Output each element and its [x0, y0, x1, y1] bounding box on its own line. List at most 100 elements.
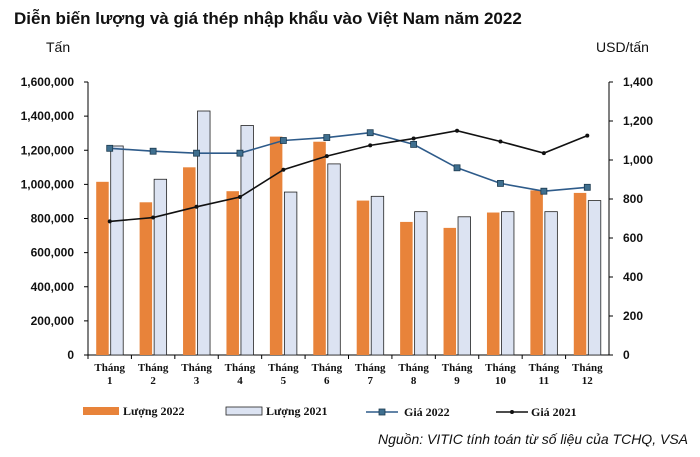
- left-tick-label: 1,600,000: [21, 75, 75, 89]
- bar-lượng-2022: [530, 190, 543, 355]
- legend-label-luong-2022: Lượng 2022: [123, 404, 185, 418]
- x-tick-label: Tháng: [225, 362, 256, 374]
- x-tick-label: Tháng: [485, 362, 516, 374]
- point-gia-2022: [366, 129, 374, 137]
- bar-lượng-2022: [443, 227, 457, 355]
- point-gia-2022: [323, 134, 331, 141]
- bar-lượng-2021: [283, 191, 298, 356]
- x-tick-label: Tháng: [138, 362, 169, 374]
- point-gia-2021: [237, 195, 242, 200]
- right-tick-label: 0: [623, 348, 630, 362]
- x-tick-label: Tháng: [529, 362, 560, 374]
- right-tick-label: 400: [623, 270, 643, 284]
- bar-lượng-2021: [414, 211, 428, 356]
- right-axis-unit: USD/tấn: [596, 39, 649, 55]
- point-gia-2022: [410, 140, 418, 148]
- point-gia-2022: [497, 179, 504, 187]
- point-gia-2022: [583, 183, 591, 191]
- x-tick-label: Tháng: [355, 362, 386, 374]
- point-gia-2022: [236, 149, 244, 157]
- source-note: Nguồn: VITIC tính toán từ số liệu của TC…: [378, 431, 688, 447]
- point-gia-2021: [455, 128, 460, 133]
- point-gia-2022: [193, 149, 200, 157]
- legend-swatch-luong-2021: [225, 406, 263, 416]
- point-gia-2022: [279, 137, 287, 144]
- left-tick-label: 200,000: [31, 314, 75, 328]
- x-tick-label: 11: [539, 375, 549, 387]
- bar-lượng-2022: [269, 136, 283, 355]
- bar-lượng-2021: [153, 178, 168, 356]
- right-tick-label: 800: [623, 192, 643, 206]
- x-tick-label: 2: [150, 375, 156, 387]
- point-gia-2021: [541, 151, 546, 156]
- x-tick-label: Tháng: [94, 362, 125, 374]
- legend-marker-gia-2021: [510, 410, 514, 414]
- left-tick-label: 1,000,000: [21, 177, 75, 191]
- point-gia-2021: [107, 219, 112, 224]
- point-gia-2021: [585, 133, 590, 138]
- bar-lượng-2022: [139, 202, 153, 355]
- bar-lượng-2021: [197, 110, 211, 356]
- left-tick-label: 600,000: [31, 246, 75, 260]
- point-gia-2021: [368, 143, 373, 148]
- point-gia-2021: [498, 139, 503, 144]
- right-tick-label: 200: [623, 309, 643, 323]
- x-tick-label: Tháng: [572, 362, 603, 374]
- x-tick-label: 8: [411, 375, 417, 387]
- left-tick-label: 400,000: [31, 280, 75, 294]
- chart-title: Diễn biến lượng và giá thép nhập khẩu và…: [14, 9, 522, 28]
- point-gia-2021: [281, 167, 286, 172]
- bar-lượng-2022: [356, 200, 370, 355]
- bar-lượng-2022: [486, 212, 500, 355]
- bar-lượng-2022: [226, 191, 239, 355]
- x-tick-label: 6: [324, 375, 330, 387]
- point-gia-2022: [106, 144, 114, 152]
- right-tick-label: 1,200: [623, 114, 653, 128]
- bar-lượng-2021: [240, 125, 254, 356]
- x-tick-label: Tháng: [398, 362, 429, 374]
- right-tick-label: 1,400: [623, 75, 653, 89]
- plot-area: 0 200,000 400,000 600,000 800,000 1,000,000 1,…: [21, 75, 654, 387]
- bar-lượng-2021: [110, 145, 124, 356]
- bar-lượng-2022: [313, 141, 326, 355]
- bar-lượng-2021: [501, 211, 515, 356]
- x-tick-label: 12: [582, 375, 594, 387]
- legend: Lượng 2022 Lượng 2021 Giá 2022 Giá 2021: [83, 404, 577, 419]
- point-gia-2022: [453, 164, 461, 172]
- left-tick-label: 1,400,000: [21, 109, 75, 123]
- line-gia-2021: [109, 129, 588, 223]
- bar-lượng-2021: [587, 200, 602, 356]
- x-tick-label: 9: [454, 375, 460, 387]
- bar-lượng-2022: [183, 167, 196, 355]
- bar-lượng-2021: [544, 211, 558, 356]
- x-tick-label: 1: [107, 375, 113, 387]
- left-tick-label: 1,200,000: [21, 143, 75, 157]
- x-tick-label: Tháng: [442, 362, 473, 374]
- legend-label-gia-2021: Giá 2021: [531, 405, 577, 419]
- bar-lượng-2021: [457, 216, 471, 356]
- point-gia-2021: [324, 154, 329, 159]
- legend-label-luong-2021: Lượng 2021: [266, 404, 328, 418]
- point-gia-2022: [540, 187, 548, 195]
- x-tick-label: Tháng: [181, 362, 212, 374]
- x-tick-label: 4: [237, 375, 243, 387]
- left-tick-label: 800,000: [31, 212, 75, 226]
- bar-lượng-2022: [96, 181, 109, 355]
- x-tick-label: 3: [194, 375, 200, 387]
- x-tick-label: 10: [495, 375, 507, 387]
- point-gia-2021: [411, 136, 416, 141]
- x-tick-label: Tháng: [268, 362, 299, 374]
- x-tick-label: 5: [281, 375, 287, 387]
- right-tick-label: 600: [623, 231, 643, 245]
- legend-label-gia-2022: Giá 2022: [404, 405, 450, 419]
- bar-lượng-2021: [370, 195, 385, 356]
- x-tick-label: 7: [367, 375, 373, 387]
- bar-lượng-2022: [400, 221, 413, 355]
- legend-marker-gia-2022: [378, 408, 386, 416]
- bar-lượng-2022: [573, 192, 587, 355]
- right-tick-label: 1,000: [623, 153, 653, 167]
- point-gia-2021: [194, 204, 199, 209]
- point-gia-2022: [149, 147, 157, 155]
- legend-swatch-luong-2022: [83, 407, 119, 415]
